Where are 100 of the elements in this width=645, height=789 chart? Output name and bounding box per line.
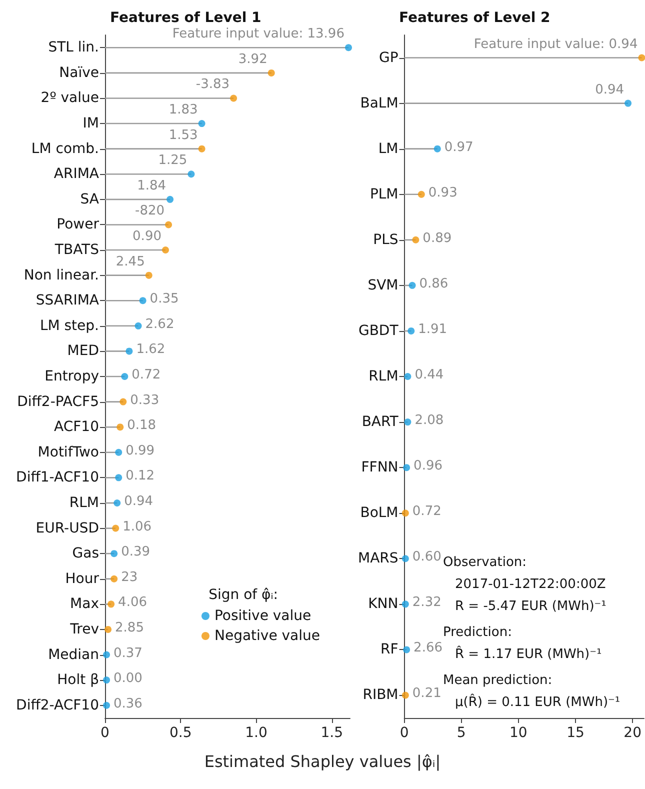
chart-title: Features of Level 2 — [399, 10, 550, 26]
annotation: 0.94 — [124, 494, 154, 509]
annotation: 4.06 — [118, 595, 148, 610]
y-tick-label: EUR-USD — [36, 520, 99, 536]
annotation: Feature input value: 13.96 — [172, 26, 344, 42]
point — [121, 373, 128, 380]
annotation: 0.44 — [414, 368, 444, 382]
annotation: 0.99 — [126, 443, 155, 458]
y-tick-label: BaLM — [360, 95, 398, 112]
x-tick-label: 15 — [566, 725, 584, 741]
y-tick-label: KNN — [368, 596, 398, 612]
annotation: 2.45 — [116, 254, 145, 270]
point — [134, 322, 142, 330]
point — [115, 448, 122, 456]
x-tick-label: 10 — [510, 725, 528, 741]
point — [165, 221, 172, 228]
x-tick-label: 0 — [400, 725, 409, 741]
annotation: 1.53 — [168, 128, 198, 143]
annotation: 0.90 — [132, 229, 162, 244]
point — [268, 69, 275, 76]
annotation: 0.18 — [127, 418, 156, 434]
y-tick-label: PLM — [370, 186, 398, 202]
point — [418, 190, 425, 198]
annotation: 2.62 — [145, 316, 174, 332]
point — [114, 499, 121, 506]
annotation: -820 — [135, 204, 165, 219]
point — [402, 510, 409, 517]
x-tick-label: 1.5 — [320, 725, 343, 741]
y-tick-label: Median — [48, 646, 99, 663]
y-tick-label: Non linear. — [24, 267, 99, 284]
y-tick-label: LM comb. — [31, 140, 99, 157]
y-tick-label: Power — [56, 216, 100, 233]
point — [403, 464, 410, 472]
annotation: R̂ = 1.17 EUR (MWh)⁻¹ — [455, 646, 602, 662]
annotation: 0.37 — [114, 646, 142, 661]
point — [103, 676, 110, 684]
annotation: 2.85 — [115, 620, 144, 636]
point — [402, 692, 409, 699]
annotation: μ(R̂) = 0.11 EUR (MWh)⁻¹ — [455, 694, 620, 710]
y-tick-label: Gas — [72, 546, 99, 562]
y-tick-label: FFNN — [361, 460, 398, 476]
y-tick-label: Trev — [69, 621, 99, 638]
annotation: Observation: — [443, 555, 527, 570]
point — [126, 348, 133, 355]
x-tick-label: 1.0 — [245, 725, 268, 741]
y-tick-label: GBDT — [358, 322, 399, 339]
point — [166, 196, 174, 203]
y-tick-label: MED — [67, 343, 99, 360]
annotation: -3.83 — [196, 77, 230, 92]
point — [104, 626, 112, 633]
point — [162, 246, 169, 254]
point — [624, 100, 632, 107]
annotation: 0.72 — [132, 368, 161, 382]
y-tick-label: SSARIMA — [36, 292, 100, 309]
point — [404, 418, 412, 426]
chart-title: Features of Level 1 — [110, 10, 262, 26]
annotation: 23 — [121, 570, 138, 585]
y-tick-label: Hour — [65, 570, 100, 587]
y-tick-label: SVM — [368, 277, 398, 294]
point — [108, 600, 115, 608]
point — [139, 297, 146, 304]
point — [402, 555, 409, 562]
annotation: Mean prediction: — [443, 673, 552, 688]
y-tick-label: 2º value — [40, 90, 99, 106]
y-tick-label: Holt β — [57, 672, 99, 688]
y-tick-label: BoLM — [360, 505, 398, 522]
annotation: 0.93 — [428, 185, 458, 200]
y-tick-label: LM step. — [40, 318, 99, 334]
annotation: 0.36 — [114, 696, 142, 712]
y-tick-label: ARIMA — [54, 166, 100, 182]
point — [115, 474, 122, 482]
x-tick-label: 5 — [456, 725, 466, 741]
point — [638, 54, 645, 62]
x-axis-title: Estimated Shapley values |φ̂ᵢ| — [203, 752, 442, 771]
legend-label: Negative value — [214, 628, 320, 644]
y-tick-label: Entropy — [44, 368, 99, 384]
y-tick-label: BART — [362, 414, 399, 430]
x-tick-label: 20 — [624, 725, 642, 741]
y-tick-label: RF — [380, 642, 398, 658]
y-tick-label: Diff1-ACF10 — [16, 470, 99, 486]
y-tick-label: Diff2-PACF5 — [17, 394, 99, 410]
point — [344, 44, 352, 52]
annotation: R = -5.47 EUR (MWh)⁻¹ — [455, 599, 606, 614]
legend-title: Sign of φ̂ᵢ: — [208, 587, 278, 603]
point — [188, 170, 195, 178]
annotation: 0.21 — [412, 686, 442, 702]
annotation: 1.62 — [136, 342, 166, 358]
point — [434, 145, 441, 152]
y-tick-label: SA — [80, 191, 100, 208]
x-tick-label: 0 — [100, 725, 110, 741]
annotation: 0.86 — [419, 276, 448, 292]
point — [412, 236, 420, 244]
annotation: 0.94 — [595, 82, 624, 98]
point — [408, 282, 416, 289]
point — [116, 424, 124, 431]
x-tick-label: 0.5 — [169, 725, 192, 741]
annotation: 2.66 — [414, 640, 443, 656]
point — [403, 646, 410, 654]
point — [404, 373, 412, 380]
point — [198, 120, 206, 128]
